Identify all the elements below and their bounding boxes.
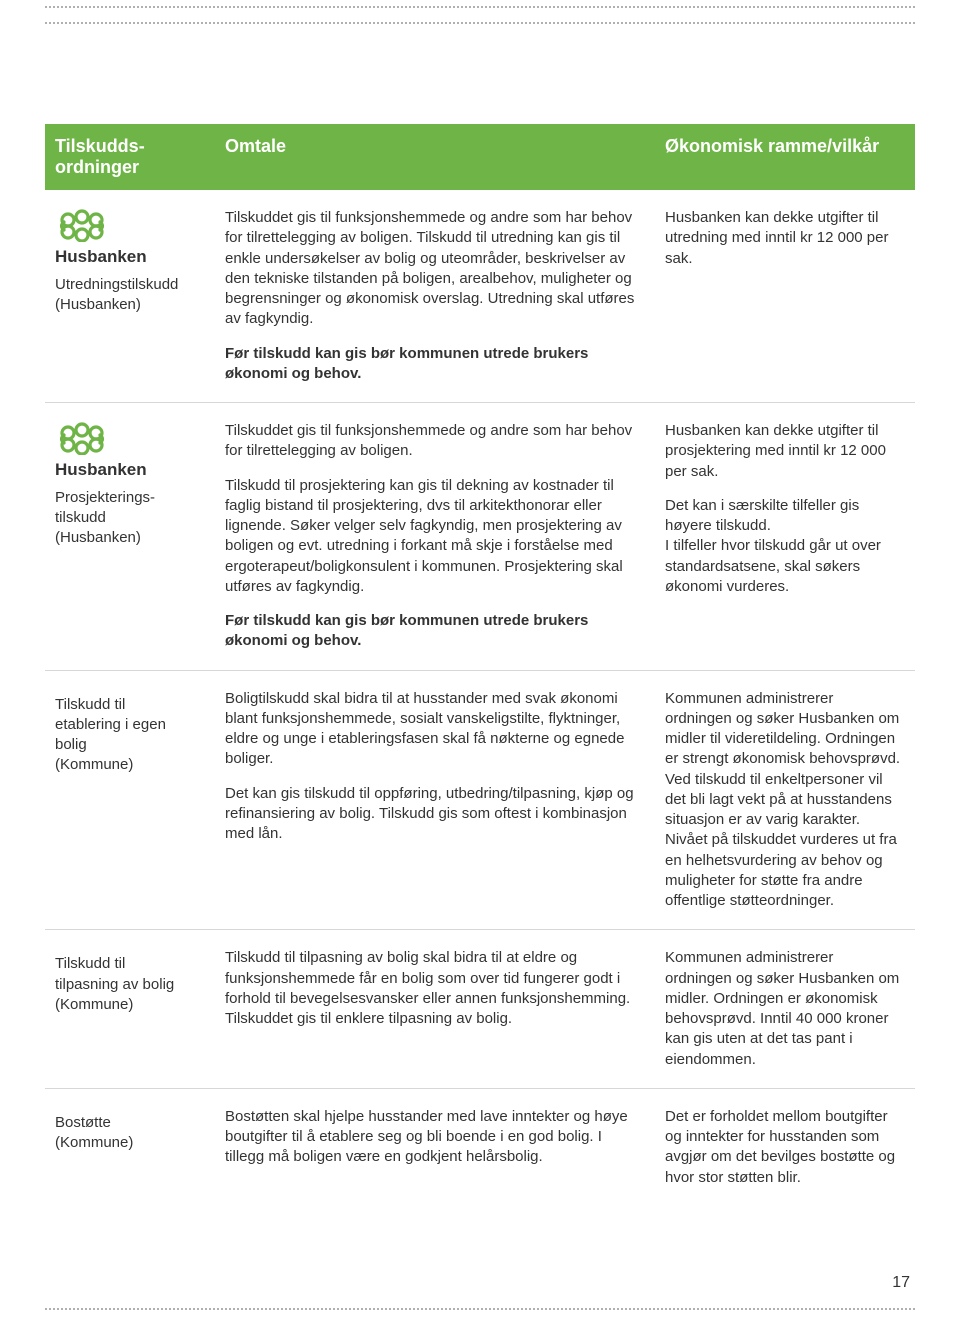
scheme-name-line: (Husbanken) [55, 529, 141, 546]
table-row: Husbanken Utredningstilskudd (Husbanken) Ti… [45, 190, 915, 403]
scheme-cell: Husbanken Utredningstilskudd (Husbanken) [45, 190, 215, 403]
omtale-cell-paragraph: Tilskudd til prosjektering kan gis til d… [225, 476, 641, 598]
husbanken-logo-icon [55, 421, 201, 455]
ramme-cell: Det er forholdet mellom boutgifter og in… [655, 1088, 915, 1206]
omtale-cell: Tilskudd til tilpasning av bolig skal bi… [215, 930, 655, 1089]
table-row: Bostøtte (Kommune) Bostøtten skal hjelpe h… [45, 1088, 915, 1206]
scheme-name-line: (Husbanken) [55, 296, 141, 313]
scheme-name: Tilskudd til tilpasning av bolig (Kommune) [55, 954, 201, 1015]
scheme-name-line: Prosjekterings- [55, 489, 155, 506]
omtale-cell-paragraph: Bostøtten skal hjelpe husstander med lav… [225, 1107, 641, 1168]
ramme-cell: Husbanken kan dekke utgifter til utredni… [655, 190, 915, 403]
omtale-cell-paragraph: Tilskuddet gis til funksjonshemmede og a… [225, 208, 641, 330]
header-omtale: Omtale [215, 124, 655, 190]
header-tilskuddsordninger: Tilskudds- ordninger [45, 124, 215, 190]
omtale-cell: Tilskuddet gis til funksjonshemmede og a… [215, 403, 655, 671]
ramme-cell-paragraph: Husbanken kan dekke utgifter til prosjek… [665, 421, 901, 482]
husbanken-wordmark: Husbanken [55, 246, 201, 269]
husbanken-logo-icon [55, 208, 201, 242]
ramme-cell: Kommunen administrerer ordningen og søke… [655, 930, 915, 1089]
grants-table: Tilskudds- ordninger Omtale Økonomisk ra… [45, 124, 915, 1206]
omtale-cell-paragraph: Før tilskudd kan gis bør kommunen utrede… [225, 611, 641, 652]
omtale-cell-paragraph: Det kan gis tilskudd til oppføring, utbe… [225, 784, 641, 845]
table-header-row: Tilskudds- ordninger Omtale Økonomisk ra… [45, 124, 915, 190]
scheme-name-line: etablering i egen [55, 716, 166, 733]
decorative-dotted-rule [45, 6, 915, 8]
ramme-cell-paragraph: Kommunen administrerer ordningen og søke… [665, 689, 901, 912]
header-text: ordninger [55, 157, 139, 177]
scheme-name-line: bolig [55, 736, 87, 753]
omtale-cell-paragraph: Tilskuddet gis til funksjonshemmede og a… [225, 421, 641, 462]
grants-table-container: Tilskudds- ordninger Omtale Økonomisk ra… [45, 124, 915, 1206]
omtale-cell: Bostøtten skal hjelpe husstander med lav… [215, 1088, 655, 1206]
scheme-name-line: Tilskudd til [55, 955, 125, 972]
scheme-cell: Tilskudd til tilpasning av bolig (Kommune) [45, 930, 215, 1089]
ramme-cell-paragraph: Det kan i særskilte tilfeller gis høyere… [665, 496, 901, 597]
ramme-cell-paragraph: Det er forholdet mellom boutgifter og in… [665, 1107, 901, 1188]
ramme-cell: Husbanken kan dekke utgifter til prosjek… [655, 403, 915, 671]
scheme-name: Tilskudd til etablering i egen bolig (Kommu… [55, 695, 201, 776]
scheme-name-line: (Kommune) [55, 1134, 133, 1151]
scheme-name-line: (Kommune) [55, 996, 133, 1013]
table-row: Tilskudd til tilpasning av bolig (Kommune)… [45, 930, 915, 1089]
ramme-cell-paragraph: Kommunen administrerer ordningen og søke… [665, 948, 901, 1070]
scheme-name-line: tilpasning av bolig [55, 976, 174, 993]
scheme-name-line: Bostøtte [55, 1114, 111, 1131]
husbanken-wordmark: Husbanken [55, 459, 201, 482]
scheme-name: Bostøtte (Kommune) [55, 1113, 201, 1154]
scheme-name-line: tilskudd [55, 509, 106, 526]
omtale-cell-paragraph: Boligtilskudd skal bidra til at husstand… [225, 689, 641, 770]
header-text: Tilskudds- [55, 136, 145, 156]
omtale-cell-paragraph: Tilskudd til tilpasning av bolig skal bi… [225, 948, 641, 1029]
scheme-cell: Husbanken Prosjekterings-tilskudd (Husbank… [45, 403, 215, 671]
scheme-cell: Bostøtte (Kommune) [45, 1088, 215, 1206]
decorative-dotted-rule [45, 1308, 915, 1310]
table-row: Husbanken Prosjekterings-tilskudd (Husbank… [45, 403, 915, 671]
scheme-name: Utredningstilskudd (Husbanken) [55, 275, 201, 316]
scheme-name-line: (Kommune) [55, 756, 133, 773]
omtale-cell-paragraph: Før tilskudd kan gis bør kommunen utrede… [225, 344, 641, 385]
ramme-cell: Kommunen administrerer ordningen og søke… [655, 670, 915, 930]
scheme-name: Prosjekterings-tilskudd (Husbanken) [55, 488, 201, 549]
ramme-cell-paragraph: Husbanken kan dekke utgifter til utredni… [665, 208, 901, 269]
scheme-name-line: Utredningstilskudd [55, 276, 178, 293]
decorative-dotted-rule [45, 22, 915, 24]
table-row: Tilskudd til etablering i egen bolig (Kommu… [45, 670, 915, 930]
page-number: 17 [892, 1274, 910, 1292]
omtale-cell: Boligtilskudd skal bidra til at husstand… [215, 670, 655, 930]
omtale-cell: Tilskuddet gis til funksjonshemmede og a… [215, 190, 655, 403]
scheme-cell: Tilskudd til etablering i egen bolig (Kommu… [45, 670, 215, 930]
scheme-name-line: Tilskudd til [55, 696, 125, 713]
header-okonomisk-ramme: Økonomisk ramme/vilkår [655, 124, 915, 190]
